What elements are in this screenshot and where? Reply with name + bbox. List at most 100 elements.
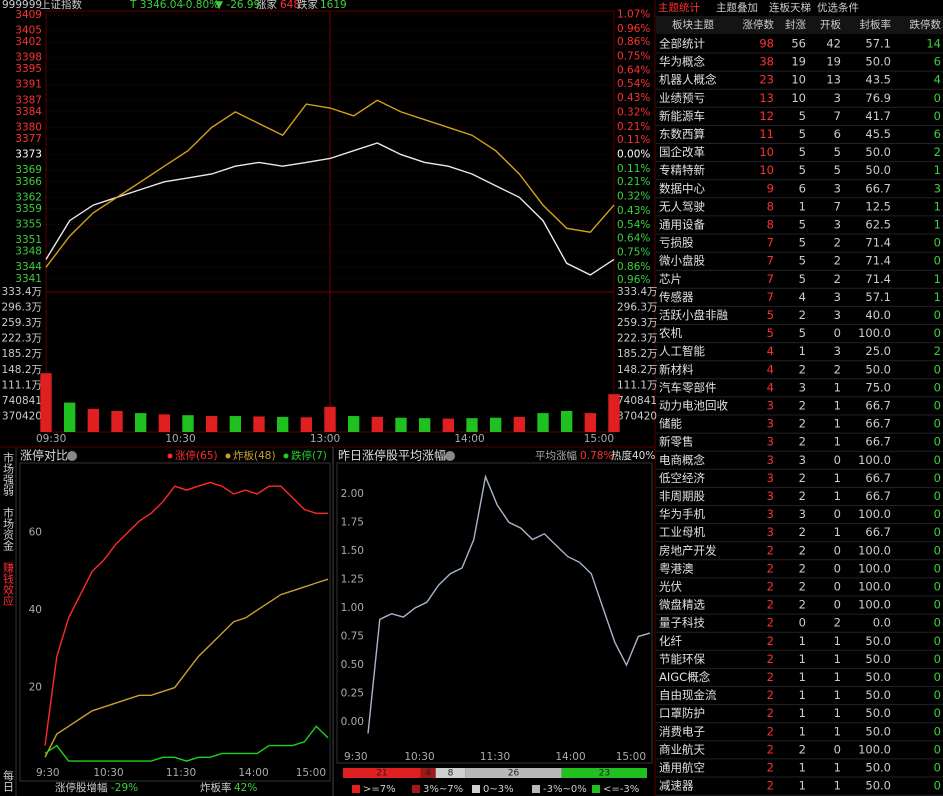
y-tick-label: 40 bbox=[29, 604, 42, 616]
table-cell[interactable]: 储能 bbox=[659, 417, 682, 431]
table-cell[interactable]: AIGC概念 bbox=[659, 670, 711, 684]
table-cell[interactable]: 新能源车 bbox=[659, 109, 705, 123]
info-icon[interactable] bbox=[445, 451, 455, 461]
info-icon[interactable] bbox=[67, 451, 77, 461]
y-tick-label: 0.43% bbox=[617, 92, 650, 104]
table-cell[interactable]: 数据中心 bbox=[659, 181, 705, 195]
volume-bar bbox=[537, 413, 549, 432]
table-cell[interactable]: 机器人概念 bbox=[659, 73, 717, 87]
volume-bar bbox=[395, 417, 407, 432]
table-cell[interactable]: 电商概念 bbox=[659, 453, 705, 467]
panel-title: 昨日涨停股平均涨幅 bbox=[338, 448, 446, 463]
table-cell[interactable]: 粤港澳 bbox=[659, 561, 694, 575]
y-tick-label: 3387 bbox=[15, 94, 42, 106]
table-cell[interactable]: 芯片 bbox=[659, 272, 682, 286]
distribution-segment bbox=[435, 768, 466, 778]
table-cell[interactable]: 减速器 bbox=[659, 779, 694, 793]
table-cell: 40.0 bbox=[865, 308, 891, 322]
table-cell[interactable]: 东数西算 bbox=[659, 127, 705, 141]
y-tick-label: 1.07% bbox=[617, 8, 650, 20]
table-cell[interactable]: 全部统计 bbox=[659, 37, 705, 51]
table-cell[interactable]: 消费电子 bbox=[659, 724, 705, 738]
table-cell: 12 bbox=[759, 109, 774, 123]
table-cell[interactable]: 新材料 bbox=[659, 362, 694, 376]
table-cell[interactable]: 自由现金流 bbox=[659, 688, 717, 702]
volume-bar bbox=[205, 416, 218, 432]
stock-code: 999999 bbox=[2, 0, 42, 11]
table-tab[interactable]: 主题统计 bbox=[658, 1, 700, 14]
y-tick-label: 259.3万 bbox=[1, 317, 42, 329]
table-cell[interactable]: 人工智能 bbox=[659, 344, 705, 358]
y-tick-label: 0.96% bbox=[617, 274, 650, 286]
table-cell[interactable]: 活跃小盘非融 bbox=[659, 308, 728, 322]
table-cell[interactable]: 微盘精选 bbox=[659, 598, 705, 612]
table-cell[interactable]: 工业母机 bbox=[659, 525, 705, 539]
table-cell: 0 bbox=[934, 580, 941, 594]
table-cell[interactable]: 量子科技 bbox=[659, 616, 705, 630]
table-cell[interactable]: 口罩防护 bbox=[659, 706, 705, 720]
table-cell[interactable]: 无人驾驶 bbox=[659, 199, 705, 213]
table-cell[interactable]: 业绩预亏 bbox=[659, 91, 705, 105]
table-cell: 2 bbox=[767, 598, 774, 612]
y-tick-label: 3384 bbox=[15, 106, 42, 118]
column-header[interactable]: 涨停数 bbox=[743, 18, 775, 31]
panel-frame bbox=[336, 462, 653, 764]
table-cell[interactable]: 专精特新 bbox=[659, 163, 705, 177]
legend-swatch bbox=[352, 785, 360, 793]
table-cell[interactable]: 节能环保 bbox=[659, 652, 705, 666]
table-tab[interactable]: 连板天梯 bbox=[769, 1, 811, 14]
table-cell: 71.4 bbox=[865, 236, 891, 250]
table-cell[interactable]: 光伏 bbox=[659, 580, 682, 594]
column-header[interactable]: 跌停数 bbox=[910, 18, 942, 31]
table-cell[interactable]: 化纤 bbox=[659, 634, 682, 648]
table-cell[interactable]: 非周期股 bbox=[659, 489, 705, 503]
table-cell[interactable]: 华为手机 bbox=[659, 507, 705, 521]
table-cell[interactable]: 通用设备 bbox=[659, 218, 705, 232]
footer-value: -29% bbox=[111, 782, 138, 794]
table-cell: 4 bbox=[799, 290, 806, 304]
table-cell: 42 bbox=[826, 37, 841, 51]
table-cell[interactable]: 房地产开发 bbox=[659, 543, 717, 557]
table-cell[interactable]: 通用航空 bbox=[659, 761, 705, 775]
table-cell[interactable]: 华为概念 bbox=[659, 55, 705, 69]
table-cell[interactable]: 汽车零部件 bbox=[659, 380, 717, 394]
column-header[interactable]: 封板率 bbox=[860, 18, 892, 31]
table-cell[interactable]: 动力电池回收 bbox=[659, 399, 728, 413]
table-tab[interactable]: 优选条件 bbox=[817, 1, 859, 14]
table-cell[interactable]: 低空经济 bbox=[659, 471, 705, 485]
volume-bar bbox=[442, 418, 455, 432]
table-cell: 50.0 bbox=[865, 652, 891, 666]
table-cell: 41.7 bbox=[865, 109, 891, 123]
y-tick-label: 333.4万 bbox=[1, 286, 42, 298]
table-cell: 0 bbox=[934, 761, 941, 775]
legend-swatch bbox=[472, 785, 480, 793]
table-cell[interactable]: 商业航天 bbox=[659, 742, 705, 756]
side-tab[interactable]: 每日 bbox=[2, 769, 15, 792]
table-cell[interactable]: 农机 bbox=[659, 326, 682, 340]
side-tab[interactable]: 市场资金 bbox=[2, 506, 15, 551]
side-tab[interactable]: 赚钱效应 bbox=[2, 561, 15, 607]
table-cell: 2 bbox=[767, 670, 774, 684]
y-tick-label: 2.00 bbox=[341, 488, 364, 500]
y-tick-label: 0.75 bbox=[341, 631, 364, 643]
side-tab[interactable]: 市场强弱 bbox=[2, 451, 15, 497]
table-cell: 0 bbox=[934, 417, 941, 431]
column-header[interactable]: 开板 bbox=[820, 18, 841, 31]
column-header[interactable]: 封涨 bbox=[785, 18, 806, 31]
volume-bar bbox=[347, 416, 360, 432]
table-cell[interactable]: 新零售 bbox=[659, 435, 694, 449]
table-cell: 9 bbox=[767, 181, 774, 195]
table-cell[interactable]: 传感器 bbox=[659, 290, 694, 304]
column-header[interactable]: 板块主题 bbox=[672, 18, 714, 31]
y-tick-label: 0.11% bbox=[617, 134, 650, 146]
table-cell: 0 bbox=[934, 453, 941, 467]
y-tick-label: 0.21% bbox=[617, 176, 650, 188]
table-cell: 50.0 bbox=[865, 670, 891, 684]
table-cell[interactable]: 亏损股 bbox=[659, 236, 694, 250]
table-tab[interactable]: 主题叠加 bbox=[716, 2, 758, 14]
table-cell: 100.0 bbox=[858, 561, 891, 575]
table-cell[interactable]: 微小盘股 bbox=[659, 254, 705, 268]
table-cell: 50.0 bbox=[865, 55, 891, 69]
legend-swatch bbox=[412, 785, 420, 793]
table-cell[interactable]: 国企改革 bbox=[659, 145, 705, 159]
